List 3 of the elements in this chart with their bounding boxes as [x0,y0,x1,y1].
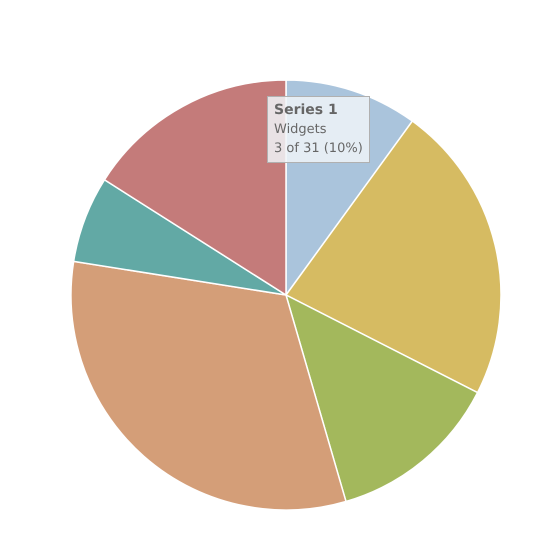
slice-label: Series 1 [274,101,339,120]
slice-label: Widgets [274,121,328,139]
text: 3 of 31 (10%) [274,140,363,158]
